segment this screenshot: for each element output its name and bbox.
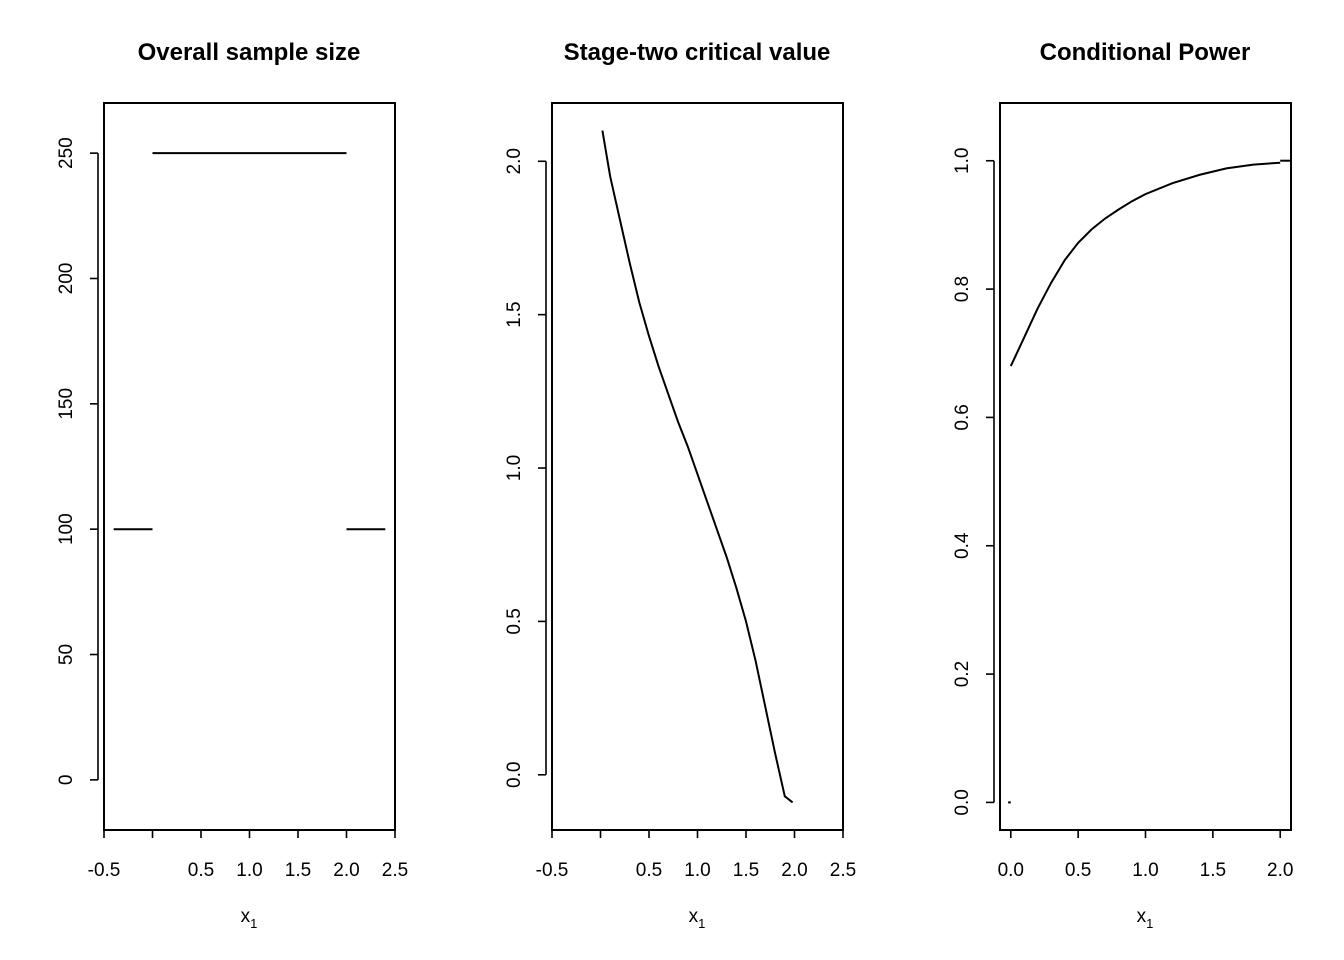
y-tick-label: 2.0 xyxy=(504,148,525,174)
y-tick-label: 1.0 xyxy=(504,455,525,481)
x-tick-label: 2.0 xyxy=(781,860,807,881)
x-axis-label-main: x xyxy=(1137,906,1147,927)
x-tick-label: -0.5 xyxy=(536,860,569,881)
y-axis: 0 50 100 150 200 250 xyxy=(56,137,99,786)
x-axis-label: x1 xyxy=(1137,906,1154,931)
y-tick-label: 100 xyxy=(56,513,77,545)
plot-lines xyxy=(1008,159,1291,804)
plot-frame xyxy=(103,102,396,831)
y-tick-label: 150 xyxy=(56,388,77,420)
x-tick-label: 1.0 xyxy=(684,860,710,881)
series-line-0 xyxy=(601,130,794,804)
x-axis: -0.5 0.5 1.0 1.5 2.0 2.5 xyxy=(536,829,856,881)
x-tick-label: 2.5 xyxy=(830,860,856,881)
x-tick-label: 2.0 xyxy=(1267,860,1293,881)
x-tick-label: 1.5 xyxy=(733,860,759,881)
y-tick-label: 50 xyxy=(56,644,77,665)
x-axis-label-main: x xyxy=(689,906,699,927)
x-axis-label-subscript: 1 xyxy=(1146,916,1153,931)
y-axis: 0.0 0.2 0.4 0.6 0.8 1.0 xyxy=(952,148,995,816)
plot-lines xyxy=(113,152,386,531)
y-tick-label: 0 xyxy=(56,775,77,786)
y-tick-label: 1.0 xyxy=(952,148,973,174)
panel-overall-sample-size: Overall sample size -0.5 0.5 1.0 1.5 2.0 2.5 … xyxy=(56,39,408,931)
x-axis-label-main: x xyxy=(241,906,251,927)
chart-title: Overall sample size xyxy=(138,39,361,66)
chart-title: Conditional Power xyxy=(1040,39,1251,66)
y-tick-label: 0.6 xyxy=(952,404,973,430)
x-axis-label-subscript: 1 xyxy=(250,916,257,931)
y-tick-label: 0.2 xyxy=(952,661,973,687)
x-tick-label: 0.5 xyxy=(188,860,214,881)
x-tick-label: 0.0 xyxy=(998,860,1024,881)
x-axis-label-subscript: 1 xyxy=(698,916,705,931)
panel-conditional-power: Conditional Power 0.0 0.5 1.0 1.5 2.0 0.0 0.2… xyxy=(952,39,1293,931)
x-tick-label: 0.5 xyxy=(1065,860,1091,881)
x-tick-label: 2.5 xyxy=(382,860,408,881)
plot-lines xyxy=(601,130,794,804)
x-axis-label: x1 xyxy=(689,906,706,931)
x-tick-label: 1.0 xyxy=(236,860,262,881)
x-tick-label: 1.0 xyxy=(1132,860,1158,881)
x-tick-label: 1.5 xyxy=(1200,860,1226,881)
x-axis-label: x1 xyxy=(241,906,258,931)
x-tick-label: 0.5 xyxy=(636,860,662,881)
y-tick-label: 0.5 xyxy=(504,608,525,634)
chart-title: Stage-two critical value xyxy=(564,39,831,66)
y-tick-label: 0.0 xyxy=(952,789,973,815)
x-axis: 0.0 0.5 1.0 1.5 2.0 xyxy=(998,829,1293,881)
x-axis: -0.5 0.5 1.0 1.5 2.0 2.5 xyxy=(88,829,408,881)
y-tick-label: 250 xyxy=(56,137,77,169)
x-tick-label: -0.5 xyxy=(88,860,121,881)
plot-frame xyxy=(551,102,844,831)
plot-frame xyxy=(999,102,1292,831)
y-tick-label: 0.8 xyxy=(952,276,973,302)
y-tick-label: 0.0 xyxy=(504,762,525,788)
y-tick-label: 1.5 xyxy=(504,301,525,327)
x-tick-label: 1.5 xyxy=(285,860,311,881)
panel-stage-two-critical-value: Stage-two critical value -0.5 0.5 1.0 1.5 2.… xyxy=(504,39,856,931)
x-tick-label: 2.0 xyxy=(333,860,359,881)
y-axis: 0.0 0.5 1.0 1.5 2.0 xyxy=(504,148,547,788)
series-line-1 xyxy=(1009,161,1281,367)
y-tick-label: 200 xyxy=(56,263,77,295)
y-tick-label: 0.4 xyxy=(952,532,973,559)
